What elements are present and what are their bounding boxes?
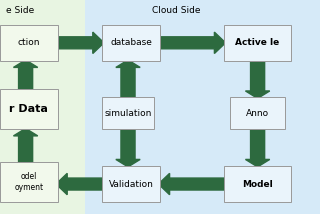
Polygon shape: [158, 173, 226, 195]
FancyBboxPatch shape: [0, 162, 58, 202]
Text: r Data: r Data: [9, 104, 48, 114]
FancyBboxPatch shape: [102, 166, 160, 202]
Polygon shape: [245, 128, 270, 167]
Text: Cloud Side: Cloud Side: [152, 6, 200, 15]
Text: Active le: Active le: [236, 38, 280, 47]
Polygon shape: [56, 173, 104, 195]
Text: odel
oyment: odel oyment: [14, 172, 44, 192]
Text: Model: Model: [242, 180, 273, 189]
Polygon shape: [116, 128, 140, 167]
Text: Validation: Validation: [109, 180, 154, 189]
Bar: [0, 0, 85, 214]
FancyBboxPatch shape: [102, 25, 160, 61]
FancyBboxPatch shape: [230, 97, 285, 129]
Text: simulation: simulation: [104, 109, 152, 118]
FancyBboxPatch shape: [102, 97, 154, 129]
FancyBboxPatch shape: [224, 25, 291, 61]
Polygon shape: [56, 32, 104, 54]
Polygon shape: [116, 60, 140, 98]
Bar: [85, 0, 320, 214]
FancyBboxPatch shape: [0, 89, 58, 129]
Text: ction: ction: [18, 38, 40, 47]
Text: e Side: e Side: [6, 6, 35, 15]
Polygon shape: [158, 32, 226, 54]
Polygon shape: [13, 60, 38, 90]
Text: database: database: [110, 38, 152, 47]
Text: Anno: Anno: [246, 109, 269, 118]
FancyBboxPatch shape: [0, 25, 58, 61]
Polygon shape: [245, 60, 270, 98]
FancyBboxPatch shape: [224, 166, 291, 202]
Polygon shape: [13, 128, 38, 163]
